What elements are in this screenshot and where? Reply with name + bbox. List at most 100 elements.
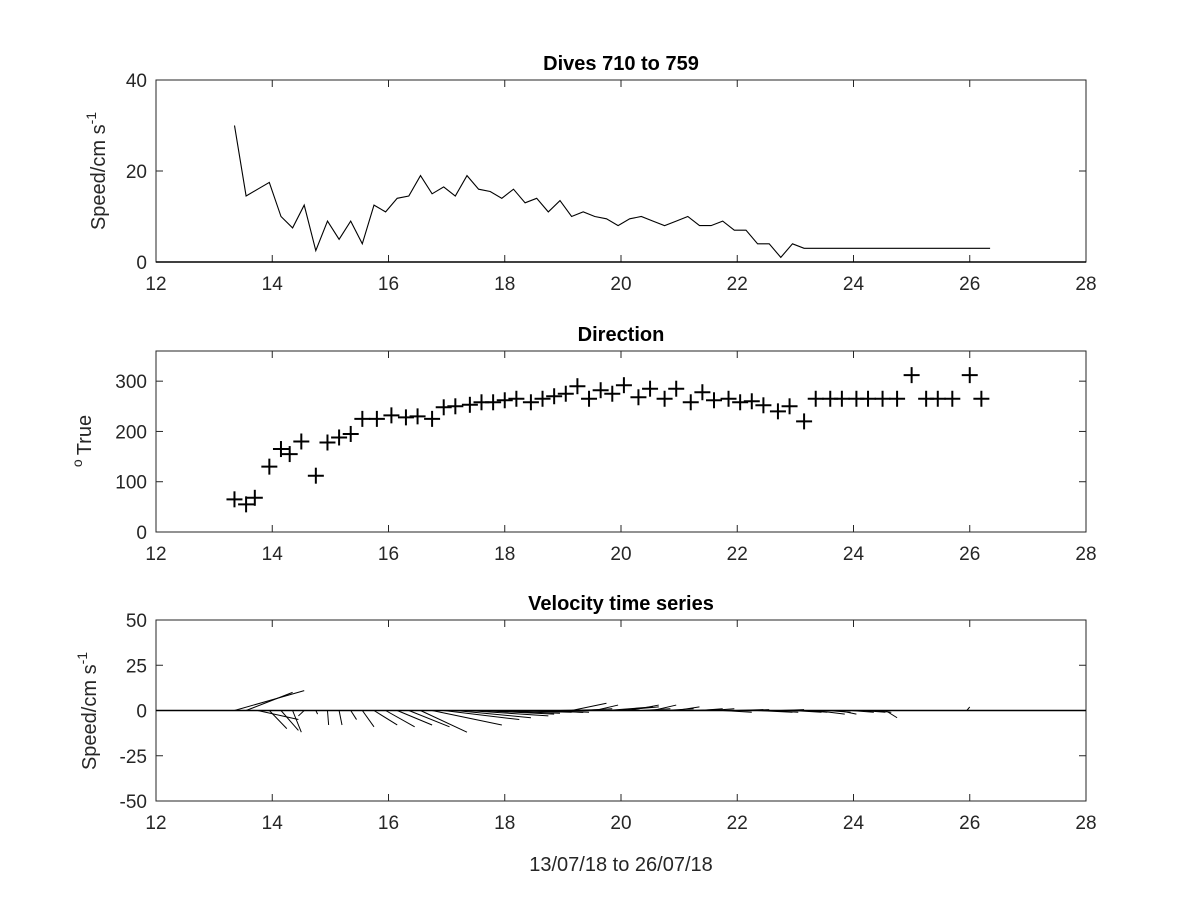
direction-point [383,407,400,424]
velocity-stick [420,710,468,733]
velocity-stick [268,710,288,729]
direction-point [630,389,647,406]
direction-point [246,489,263,506]
direction-point [781,398,798,415]
velocity-stick [780,709,805,711]
velocity-stick [652,704,677,711]
velocity-stick [478,710,555,715]
direction-point [944,390,961,407]
velocity-stick [350,710,357,720]
direction-point [508,390,525,407]
direction-point [281,446,298,463]
velocity-stick [245,691,293,711]
x-tick-label: 12 [145,274,166,295]
velocity-stick [722,710,752,713]
x-tick-label: 14 [262,274,284,295]
direction-point [807,390,824,407]
y-tick-label: -50 [120,792,147,813]
direction-point [461,396,478,413]
y-tick-label: 25 [126,656,147,677]
direction-point [354,410,371,427]
direction-point [833,390,850,407]
direction-point [293,433,310,450]
velocity-stick [676,706,700,711]
direction-point [903,367,920,384]
direction-point [272,441,289,458]
x-tick-label: 18 [494,544,515,565]
direction-point [534,390,551,407]
direction-point [331,429,348,446]
direction-point [522,394,539,411]
x-tick-label: 18 [494,813,515,834]
x-tick-label: 16 [378,544,399,565]
velocity-stick [769,710,799,713]
x-tick-label: 14 [262,813,284,834]
velocity-stick [699,708,723,711]
velocity-stick [234,690,305,711]
velocity-stick [745,709,770,711]
x-tick-label: 14 [262,544,284,565]
y-tick-label: 20 [126,162,147,183]
y-tick-label: 200 [115,422,147,443]
velocity-stick [408,710,450,728]
speed-panel: Dives 710 to 759 Speed/cm s-1 12 14 16 18 20… [83,53,1097,295]
x-tick-label: 12 [145,544,166,565]
x-tick-label: 24 [843,544,865,565]
direction-point [581,390,598,407]
direction-point [642,380,659,397]
velocity-stick [885,710,898,719]
velocity-stick [257,710,299,721]
direction-point [720,390,737,407]
direction-point [409,408,426,425]
velocity-stick [338,710,343,726]
velocity-stick [571,702,607,711]
velocity-stick [466,710,549,717]
direction-point [557,385,574,402]
direction-point [424,410,441,427]
direction-point [342,425,359,442]
velocity-stick [629,704,659,711]
velocity-y-axis-label: Speed/cm s-1 [74,652,101,770]
y-tick-label: 50 [126,611,147,632]
direction-point [226,491,243,508]
y-tick-label: 100 [115,473,147,494]
velocity-stick [373,710,398,726]
direction-point [447,398,464,415]
velocity-stick [397,710,433,726]
x-tick-label: 22 [727,813,748,834]
x-tick-label: 22 [727,274,748,295]
direction-point [569,378,586,395]
x-tick-label: 16 [378,274,399,295]
direction-point [743,393,760,410]
direction-plot-title: Direction [578,324,665,346]
velocity-stick [711,708,735,711]
speed-plot-title: Dives 710 to 759 [543,53,699,75]
velocity-stick [298,710,305,717]
velocity-stick [804,710,828,713]
direction-point [755,397,772,414]
x-tick-label: 20 [610,813,631,834]
x-tick-label: 24 [843,813,865,834]
velocity-stick [815,710,845,715]
direction-point [682,394,699,411]
direction-point [732,394,749,411]
velocity-stick [443,710,520,721]
direction-point [604,385,621,402]
direction-point [485,394,502,411]
direction-point [397,409,414,426]
y-tick-label: 40 [126,71,147,92]
direction-point [238,496,255,513]
direction-point [435,399,452,416]
x-tick-label: 20 [610,544,631,565]
x-tick-label: 18 [494,274,515,295]
velocity-stick [792,710,822,713]
x-tick-label: 12 [145,813,166,834]
y-tick-label: 0 [136,253,147,274]
y-tick-label: 0 [136,702,147,723]
x-tick-label: 26 [959,813,980,834]
velocity-stick [292,710,302,733]
velocity-x-axis-label: 13/07/18 to 26/07/18 [529,854,713,876]
velocity-panel: Velocity time series Speed/cm s-1 13/07/… [74,593,1097,876]
direction-point [668,380,685,397]
x-tick-label: 28 [1075,813,1096,834]
